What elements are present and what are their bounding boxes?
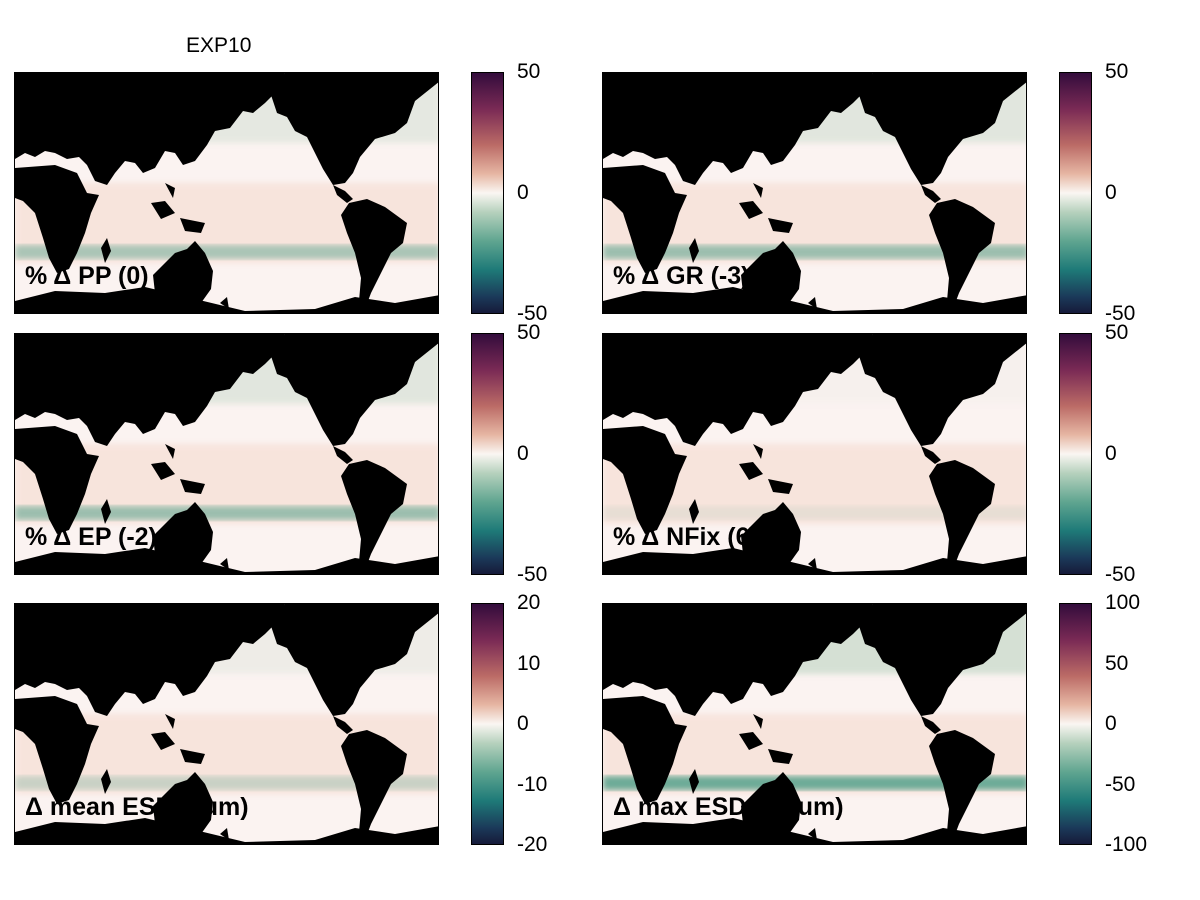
map-panel: % Δ PP (0) <box>14 72 439 314</box>
colorbar <box>471 603 504 845</box>
colorbar-tick-label: 10 <box>517 651 541 675</box>
southern-ocean-band <box>603 506 1026 520</box>
southern-ocean-band <box>15 506 438 520</box>
colorbar-tick-label: -50 <box>1105 563 1136 586</box>
southern-ocean-band <box>603 245 1026 259</box>
panel-label: % Δ EP (-2) <box>25 523 157 551</box>
colorbar-tick-label: 50 <box>1105 60 1129 83</box>
colorbar-tick-label: -50 <box>517 563 548 586</box>
map-field <box>603 334 1026 574</box>
map-field <box>15 334 438 574</box>
colorbar-tick-label: 100 <box>1105 591 1141 614</box>
colorbar-tick-label: 0 <box>517 181 529 204</box>
colorbar-tick-label: 0 <box>517 712 529 735</box>
colorbar-tick-label: 0 <box>517 442 529 465</box>
map-field <box>603 73 1026 313</box>
map-field <box>15 604 438 844</box>
colorbar <box>1059 603 1092 845</box>
map-panel: Δ max ESD (-13um) <box>602 603 1027 845</box>
colorbar-tick-label: 0 <box>1105 181 1117 204</box>
colorbar-tick-label: -50 <box>517 302 548 325</box>
map-panel: % Δ GR (-3) <box>602 72 1027 314</box>
map-field <box>603 604 1026 844</box>
southern-ocean-band <box>603 776 1026 790</box>
colorbar-tick-label: 0 <box>1105 712 1117 735</box>
map-panel: % Δ EP (-2) <box>14 333 439 575</box>
colorbar-tick-label: -20 <box>517 833 548 856</box>
colorbar-tick-label: -50 <box>1105 302 1136 325</box>
panel-label: Δ mean ESD (0um) <box>25 793 249 821</box>
colorbar-tick-label: 50 <box>1105 321 1129 344</box>
colorbar <box>1059 72 1092 314</box>
colorbar-tick-label: -100 <box>1105 833 1148 856</box>
figure-title: EXP10 <box>186 34 252 57</box>
panel-label: % Δ GR (-3) <box>613 262 750 290</box>
colorbar-tick-label: 50 <box>517 321 541 344</box>
colorbar-tick-label: 50 <box>517 60 541 83</box>
panel-label: Δ max ESD (-13um) <box>613 793 844 821</box>
colorbar <box>471 72 504 314</box>
colorbar-tick-label: -10 <box>517 772 548 796</box>
map-panel: % Δ NFix (6) <box>602 333 1027 575</box>
panel-label: % Δ NFix (6) <box>613 523 758 551</box>
panel-label: % Δ PP (0) <box>25 262 149 290</box>
colorbar <box>471 333 504 575</box>
colorbar-tick-label: 0 <box>1105 442 1117 465</box>
southern-ocean-band <box>15 776 438 790</box>
colorbar-tick-label: 50 <box>1105 651 1129 675</box>
colorbar-tick-label: -50 <box>1105 772 1136 796</box>
southern-ocean-band <box>15 245 438 259</box>
colorbar <box>1059 333 1092 575</box>
map-panel: Δ mean ESD (0um) <box>14 603 439 845</box>
colorbar-tick-label: 20 <box>517 591 541 614</box>
map-field <box>15 73 438 313</box>
